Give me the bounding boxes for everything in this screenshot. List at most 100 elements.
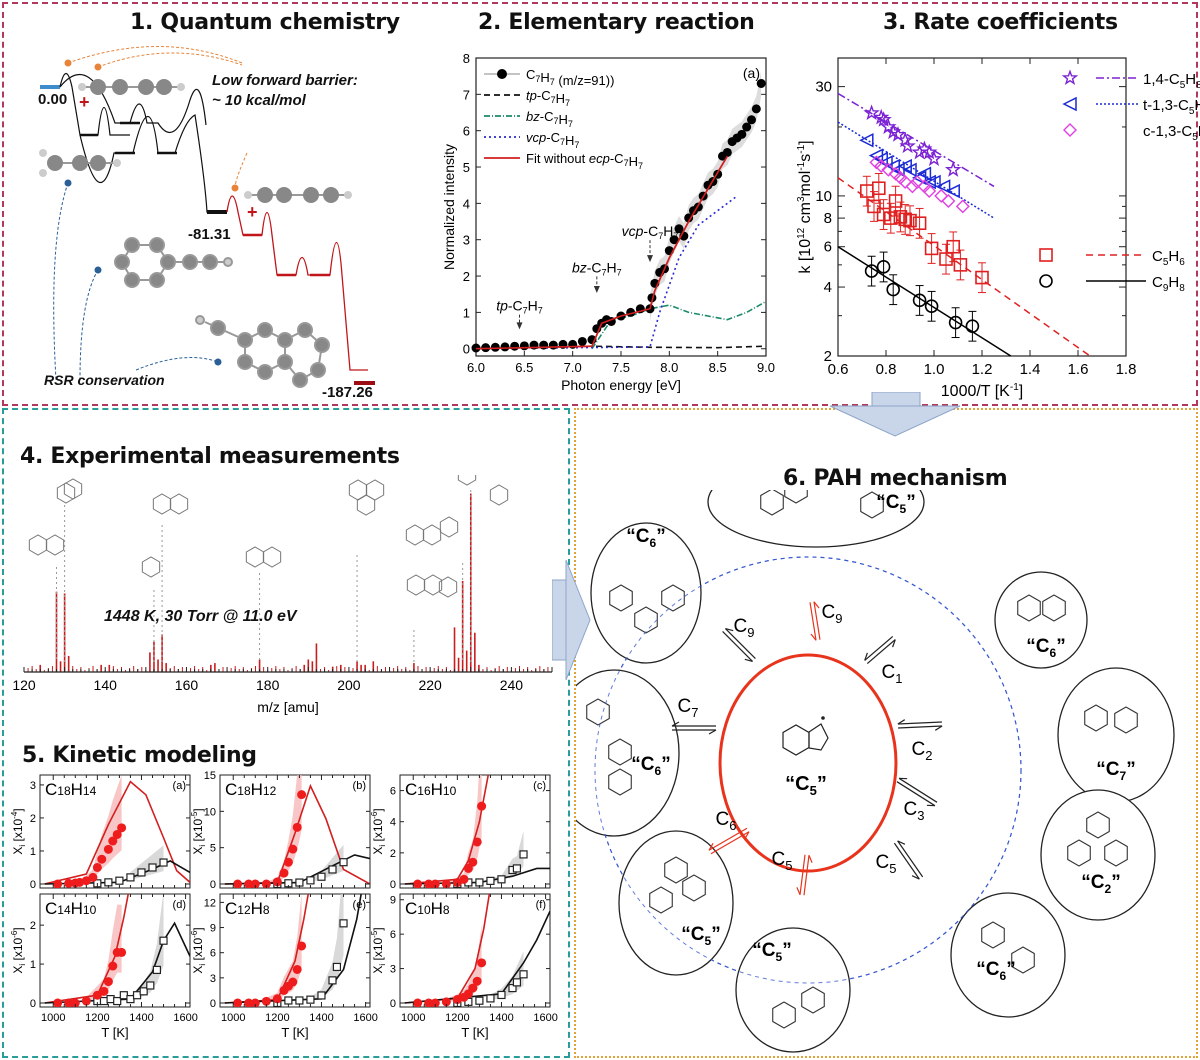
red-data-point (468, 983, 478, 993)
reaction-label: C9 (822, 602, 843, 626)
x-tick-label: 1.0 (924, 361, 945, 378)
series-tp-c7h7 (475, 345, 767, 350)
energy-label-end: -187.26 (322, 384, 373, 401)
panel-title-kinetic-modeling: 5. Kinetic modeling (22, 743, 257, 768)
reaction-label: C7 (678, 696, 699, 720)
red-data-point (250, 879, 260, 888)
center-label-data: “C5” (576, 490, 579, 491)
legend-label: t-1,3-C5H8 (1143, 97, 1200, 117)
species-label: “C2” (1081, 872, 1120, 896)
black-data-point (159, 858, 168, 867)
measurement-conditions: 1448 K, 30 Torr @ 11.0 eV (104, 608, 297, 625)
x-tick-label: 0.6 (828, 361, 849, 378)
black-data-point (113, 996, 122, 1006)
data-point (975, 270, 989, 285)
black-data-point (512, 864, 522, 873)
ring (28, 534, 48, 556)
data-point (910, 175, 925, 189)
black-data-point (475, 878, 484, 887)
reaction-arrow-7: C5 (876, 840, 924, 880)
red-data-point (250, 998, 260, 1007)
data-point (874, 159, 889, 174)
data-point (946, 239, 960, 254)
data-point (876, 207, 891, 222)
red-data-point (103, 844, 113, 854)
annotation-label: bz-C7H7 (572, 259, 622, 277)
subplot-tag: (f) (536, 899, 546, 911)
forward-arrow (724, 628, 756, 660)
species-label: C10H8 (405, 899, 450, 918)
species-label: C18H14 (45, 780, 97, 799)
ring (808, 723, 829, 751)
section-experiment-modeling (2, 408, 570, 1058)
ring (1114, 706, 1138, 734)
species-label: “C6” (626, 526, 665, 550)
ring (63, 478, 83, 500)
panel-title-elementary-reaction: 2. Elementary reaction (478, 10, 755, 35)
red-data-point (477, 801, 487, 811)
structure-sketch (406, 574, 458, 598)
x-axis-label: T [K] (101, 1025, 128, 1040)
black-data-point (328, 976, 337, 985)
arrowhead (593, 286, 600, 294)
ring (801, 986, 825, 1014)
backward-arrow (809, 602, 817, 641)
data-point (912, 293, 927, 308)
data-point (924, 299, 939, 313)
red-data-point (292, 822, 302, 832)
ring (760, 490, 784, 516)
forward-arrow (799, 854, 806, 895)
species-node-bottom: “C5” (735, 927, 851, 1053)
ring (348, 479, 368, 501)
black-data-point (317, 991, 326, 1000)
y-tick-label: 0 (210, 998, 216, 1010)
data-point (872, 181, 886, 196)
data-point (905, 179, 920, 194)
structure-sketch (141, 556, 161, 578)
red-data-point (424, 879, 434, 888)
plot-frame (399, 893, 551, 1008)
data-point (519, 341, 529, 351)
cycle-dashed-circle-overlay (594, 556, 1022, 984)
data-point (898, 212, 912, 227)
y-tick-label: 2 (390, 848, 396, 860)
x-tick-label: 200 (337, 677, 361, 693)
y-tick-label: 0 (30, 998, 36, 1010)
data-point (722, 147, 732, 157)
species-ellipse (707, 490, 925, 548)
data-point (922, 184, 937, 199)
black-data-point (519, 970, 528, 979)
red-data-point (53, 998, 63, 1007)
species-node-top: “C5” (707, 490, 925, 548)
reaction-arrow-3: C1 (864, 636, 902, 686)
plot-frame (399, 774, 551, 889)
red-data-point (472, 976, 482, 986)
structure-sketch (405, 516, 459, 546)
red-data-point (424, 998, 434, 1007)
y-tick-label: 6 (463, 124, 470, 139)
molecule-diacetylene-top (78, 79, 185, 95)
species-label: C16H10 (405, 780, 457, 799)
data-point (941, 194, 956, 208)
red-data-point (117, 823, 127, 833)
structure-sketch (348, 479, 385, 516)
black-data-point (508, 983, 517, 993)
data-point (899, 137, 916, 154)
reaction-arrow-1: C9 (809, 601, 843, 641)
data-point (568, 339, 578, 349)
flow-arrow-down-icon (829, 392, 961, 437)
black-data-point (104, 878, 113, 887)
pah-mechanism-diagram: “C5” “C5” “C6” “C6” “C6” “C7” “C2” “C6” “C5” “C5”… (576, 490, 1175, 1053)
forward-arrow (898, 725, 943, 729)
black-data-point (106, 995, 115, 1004)
x-tick-label: 1600 (353, 1012, 377, 1024)
y-tick-label: 9 (390, 895, 396, 907)
y-tick-label: 30 (815, 79, 832, 96)
black-data-point (148, 863, 157, 872)
y-tick-label: 12 (204, 897, 216, 909)
ring (608, 768, 632, 796)
data-point (863, 104, 880, 121)
x-axis-label: T [K] (461, 1025, 488, 1040)
data-point (876, 260, 891, 274)
ring (438, 576, 458, 598)
